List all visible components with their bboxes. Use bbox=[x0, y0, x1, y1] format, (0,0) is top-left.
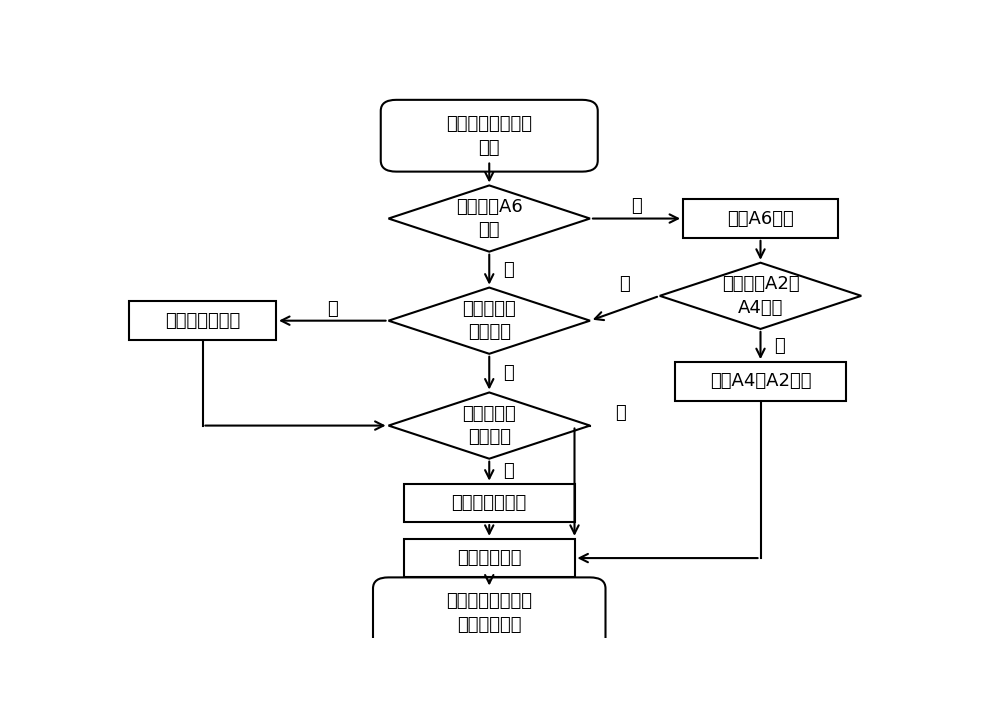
Text: 否: 否 bbox=[503, 260, 514, 279]
Text: 是: 是 bbox=[503, 462, 514, 480]
Polygon shape bbox=[660, 262, 861, 329]
Text: 替换杂原子结构: 替换杂原子结构 bbox=[165, 312, 240, 330]
Text: 是否含有A2、
A4结构: 是否含有A2、 A4结构 bbox=[722, 275, 799, 317]
Text: 替换A4、A2结构: 替换A4、A2结构 bbox=[710, 372, 811, 391]
Text: 替换环烷环结构: 替换环烷环结构 bbox=[452, 494, 527, 512]
Text: 石油样品平均分子
结构: 石油样品平均分子 结构 bbox=[446, 115, 532, 156]
Polygon shape bbox=[388, 186, 590, 252]
Text: 替换侧链结构: 替换侧链结构 bbox=[457, 549, 522, 567]
FancyBboxPatch shape bbox=[373, 577, 605, 649]
Polygon shape bbox=[388, 288, 590, 353]
Text: 介尺度模拟石油分
子粗粒化模型: 介尺度模拟石油分 子粗粒化模型 bbox=[446, 592, 532, 634]
Text: 是: 是 bbox=[327, 300, 338, 318]
Polygon shape bbox=[388, 392, 590, 459]
Bar bbox=[404, 483, 574, 522]
FancyBboxPatch shape bbox=[381, 100, 598, 171]
Bar bbox=[683, 199, 838, 238]
Text: 否: 否 bbox=[620, 275, 630, 293]
Bar bbox=[675, 362, 846, 401]
Text: 是否含有环
烷环结构: 是否含有环 烷环结构 bbox=[462, 405, 516, 447]
Text: 是否含有A6
结构: 是否含有A6 结构 bbox=[456, 198, 523, 239]
Text: 是否含有杂
原子结构: 是否含有杂 原子结构 bbox=[462, 300, 516, 341]
Bar bbox=[404, 538, 574, 577]
Text: 是: 是 bbox=[774, 336, 785, 354]
Text: 否: 否 bbox=[616, 404, 626, 422]
Bar bbox=[129, 301, 276, 340]
Text: 替换A6结构: 替换A6结构 bbox=[727, 209, 794, 227]
Text: 否: 否 bbox=[503, 364, 514, 382]
Text: 是: 是 bbox=[631, 197, 642, 215]
